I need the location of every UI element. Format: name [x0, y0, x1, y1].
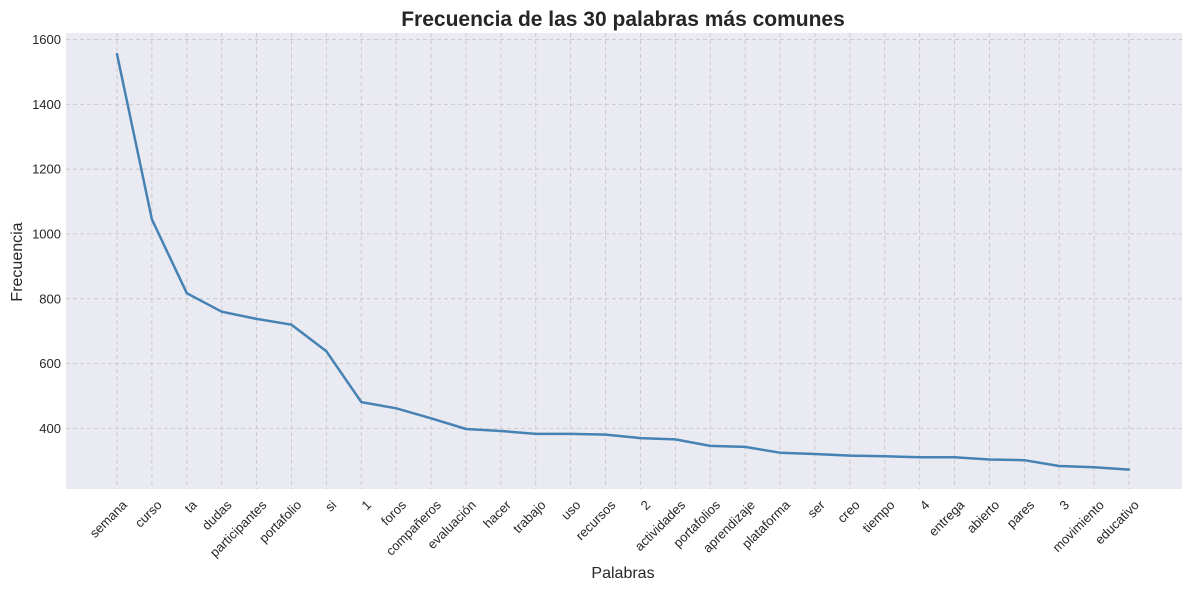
data-point: [673, 437, 677, 441]
data-point: [953, 455, 957, 459]
x-tick-label: pares: [1004, 497, 1038, 531]
x-tick-label: curso: [132, 497, 165, 530]
data-point: [848, 454, 852, 458]
data-point: [499, 429, 503, 433]
data-point: [185, 291, 189, 295]
x-tick-label: uso: [558, 497, 583, 522]
x-tick-label: trabajo: [510, 497, 549, 536]
x-tick-label: movimiento: [1049, 497, 1107, 555]
series-line-layer: [115, 52, 1131, 471]
x-tick-label: 2: [638, 497, 654, 513]
grid-lines: [66, 33, 1182, 489]
data-point: [883, 454, 887, 458]
data-point: [394, 406, 398, 410]
x-tick-label: 1: [358, 497, 374, 513]
chart-title: Frecuencia de las 30 palabras más comune…: [401, 8, 845, 31]
data-point: [534, 432, 538, 436]
x-tick-label: entrega: [926, 497, 968, 539]
data-point: [359, 400, 363, 404]
data-point: [115, 52, 119, 56]
x-axis-label: Palabras: [591, 565, 654, 582]
data-point: [289, 323, 293, 327]
y-tick-label: 1000: [32, 226, 61, 241]
data-point: [569, 432, 573, 436]
data-point: [708, 444, 712, 448]
y-tick-label: 800: [39, 291, 61, 306]
data-point: [638, 436, 642, 440]
y-tick-label: 1400: [32, 97, 61, 112]
data-point: [220, 310, 224, 314]
plot-area: [66, 33, 1182, 489]
x-tick-label: 4: [917, 497, 933, 513]
data-point: [1057, 464, 1061, 468]
x-tick-label: ser: [804, 497, 828, 521]
data-point: [604, 433, 608, 437]
x-axis-ticks: semana curso ta dudasparticipantesportafoli…: [87, 497, 1142, 560]
y-tick-label: 1600: [32, 32, 61, 47]
data-point: [743, 445, 747, 449]
y-tick-label: 600: [39, 356, 61, 371]
y-axis-ticks: 400 600 800 1000 1200 1400 1600: [32, 32, 61, 436]
x-tick-label: ta: [181, 497, 200, 516]
data-point: [778, 451, 782, 455]
y-tick-label: 1200: [32, 162, 61, 177]
data-point: [464, 427, 468, 431]
x-tick-label: abierto: [964, 497, 1003, 536]
data-point: [1092, 465, 1096, 469]
x-tick-label: tiempo: [859, 497, 897, 535]
x-tick-label: si: [322, 497, 339, 514]
x-tick-label: creo: [834, 497, 862, 525]
x-tick-label: 3: [1056, 497, 1072, 513]
data-point: [1127, 468, 1131, 472]
y-axis-label: Frecuencia: [9, 222, 26, 301]
frequency-series-line: [115, 52, 1131, 471]
data-point: [813, 452, 817, 456]
data-point: [150, 217, 154, 221]
x-tick-label: foros: [378, 497, 409, 528]
data-point: [429, 416, 433, 420]
x-tick-label: semana: [87, 497, 131, 541]
data-point: [324, 349, 328, 353]
data-point: [255, 317, 259, 321]
y-tick-label: 400: [39, 421, 61, 436]
data-point: [918, 455, 922, 459]
data-point: [987, 458, 991, 462]
data-point: [1022, 458, 1026, 462]
